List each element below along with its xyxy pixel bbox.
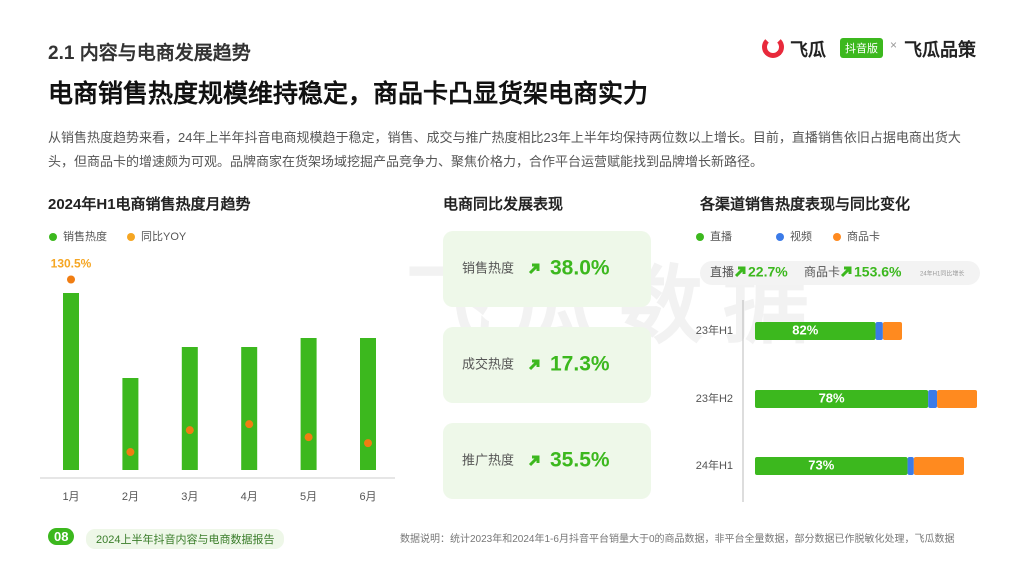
yoy-dot [245,420,254,429]
yoy-dot [67,275,75,284]
separator: × [890,38,898,52]
badge: 抖音版 [840,38,883,58]
y-tick-label: 23年H2 [696,391,733,405]
bar-segment [913,457,964,475]
legend-label: 商品卡 [847,229,880,243]
x-tick-label: 5月 [300,491,317,503]
data-label: 82% [792,322,818,337]
annotation-value: 153.6% [854,264,902,280]
legend-label: 同比YOY [141,230,187,243]
x-tick-label: 1月 [62,491,79,503]
report-name: 2024上半年抖音内容与电商数据报告 [86,529,285,549]
kpi-card [443,231,651,307]
partner: 飞瓜品策 [904,40,976,60]
bar [360,338,376,470]
bar-segment [882,322,902,340]
bar [300,338,317,470]
bar-segment [937,390,977,408]
x-tick-label: 4月 [241,491,258,503]
page-title: 电商销售热度规模维持稳定，商品卡凸显货架电商实力 [48,80,649,108]
annotation-value: 22.7% [748,264,788,280]
kpi-label: 销售热度 [462,260,514,275]
kpi-label: 推广热度 [462,452,514,467]
bar-segment [928,390,938,408]
logo-icon [762,36,784,58]
bar-segment [755,322,876,340]
legend-marker [696,233,704,241]
legend-label: 直播 [710,229,732,243]
chart-title: 2024年H1电商销售热度月趋势 [48,196,251,213]
kpi-card [443,327,651,403]
yoy-dot [126,448,135,457]
legend-label: 视频 [790,229,812,243]
legend-label: 销售热度 [63,229,107,243]
bar [181,347,198,470]
brand: 飞瓜 [790,40,826,60]
bar-segment [755,390,929,408]
arrow-icon [840,266,852,278]
x-tick-label: 3月 [181,491,198,503]
yoy-dot [304,433,313,442]
chart-title: 各渠道销售热度表现与同比变化 [700,196,911,213]
arrow-icon [734,266,746,278]
arrow-icon [528,455,540,467]
bar-segment [755,457,908,475]
intro: 从销售热度趋势来看，24年上半年抖音电商规模趋于稳定，销售、成交与推广热度相比2… [48,130,961,169]
y-tick-label: 24年H1 [696,458,733,472]
kpi-title: 电商同比发展表现 [443,196,564,213]
kpi-value: 35.5% [550,449,610,472]
summary-pill [700,261,980,285]
y-tick-label: 23年H1 [696,323,733,337]
annotation-label: 直播 [710,265,734,279]
bar [63,293,79,470]
bar [122,378,139,470]
bar-segment [907,457,914,475]
legend-marker [776,233,784,241]
bar [241,347,258,470]
page-number: 08 [48,528,75,545]
x-tick-label: 2月 [122,491,139,503]
x-tick-label: 6月 [359,491,376,503]
bar-segment [875,322,883,340]
section-title: 2.1 内容与电商发展趋势 [48,43,251,64]
legend-marker [127,233,135,241]
yoy-dot [185,426,194,435]
kpi-label: 成交热度 [462,356,514,371]
data-label: 78% [819,390,845,405]
arrow-icon [528,263,540,275]
kpi-value: 17.3% [550,353,610,376]
legend-marker [833,233,841,241]
annotation-note: 24年H1同比增长 [920,270,964,278]
yoy-dot [364,439,372,448]
arrow-icon [528,359,540,371]
data-label: 130.5% [51,257,92,271]
footnote: 数据说明：统计2023年和2024年1-6月抖音平台销量大于0的商品数据，非平台… [400,534,955,545]
data-label: 73% [808,457,834,472]
kpi-value: 38.0% [550,257,610,280]
annotation-label: 商品卡 [804,264,840,279]
legend-marker [49,233,57,241]
kpi-card [443,423,651,499]
